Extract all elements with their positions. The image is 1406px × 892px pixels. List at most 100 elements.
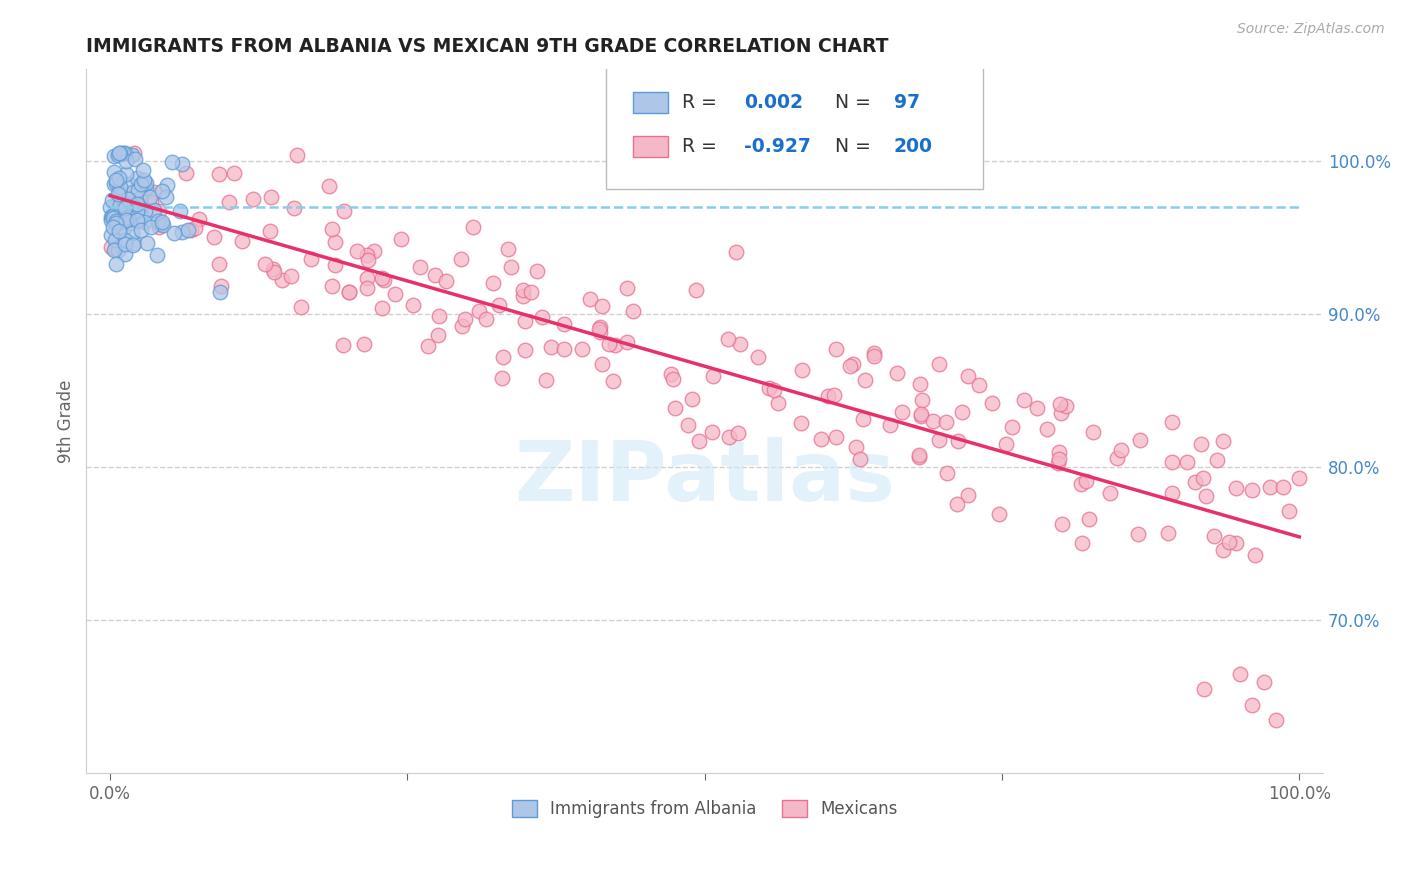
Point bbox=[730, 337, 752, 351]
Point bbox=[111, 215, 134, 229]
Point bbox=[513, 343, 536, 357]
Point bbox=[981, 396, 1004, 410]
Point bbox=[908, 450, 931, 464]
Point bbox=[114, 146, 136, 161]
Point bbox=[967, 377, 990, 392]
Point bbox=[143, 203, 166, 218]
Point bbox=[1241, 483, 1264, 497]
Point bbox=[450, 252, 472, 267]
Point bbox=[105, 173, 128, 187]
Point bbox=[1070, 476, 1092, 491]
Point bbox=[139, 194, 162, 209]
Point bbox=[208, 285, 231, 299]
Point bbox=[1160, 486, 1182, 500]
Point bbox=[134, 204, 156, 219]
Point bbox=[1225, 536, 1247, 550]
Point bbox=[231, 234, 253, 248]
Point bbox=[104, 216, 127, 230]
Point bbox=[513, 314, 536, 328]
Point bbox=[127, 213, 149, 227]
Point bbox=[1157, 525, 1180, 540]
Point bbox=[891, 405, 914, 419]
Point bbox=[1278, 504, 1301, 518]
Point bbox=[1109, 442, 1132, 457]
Point bbox=[409, 260, 432, 274]
Point bbox=[132, 173, 155, 187]
Point bbox=[150, 184, 173, 198]
Point bbox=[886, 366, 908, 380]
Point bbox=[271, 273, 294, 287]
FancyBboxPatch shape bbox=[606, 65, 983, 189]
Point bbox=[121, 238, 143, 252]
Point bbox=[135, 177, 157, 191]
Point bbox=[520, 285, 543, 299]
Point bbox=[131, 163, 153, 178]
Point bbox=[127, 210, 149, 224]
Text: 0.002: 0.002 bbox=[744, 93, 803, 112]
Point bbox=[180, 223, 202, 237]
Point bbox=[588, 325, 610, 339]
Point bbox=[207, 257, 229, 271]
Point bbox=[103, 149, 125, 163]
Point bbox=[579, 292, 602, 306]
Point bbox=[824, 342, 846, 356]
Point bbox=[482, 276, 505, 290]
Point bbox=[114, 236, 136, 251]
Point bbox=[908, 377, 931, 392]
Point bbox=[1036, 422, 1059, 436]
Point bbox=[117, 192, 139, 206]
Point bbox=[616, 281, 638, 295]
Text: Source: ZipAtlas.com: Source: ZipAtlas.com bbox=[1237, 22, 1385, 37]
Point bbox=[299, 252, 322, 266]
Point bbox=[451, 318, 474, 333]
Point bbox=[218, 194, 240, 209]
Point bbox=[1212, 543, 1234, 558]
Point bbox=[114, 211, 136, 225]
Point bbox=[534, 374, 557, 388]
Text: R =: R = bbox=[682, 93, 723, 112]
Point bbox=[1225, 481, 1247, 495]
Point bbox=[935, 466, 957, 480]
Point bbox=[148, 204, 170, 219]
Point bbox=[121, 185, 143, 199]
Point bbox=[146, 247, 169, 261]
Point bbox=[427, 328, 450, 343]
Point bbox=[512, 289, 534, 303]
Point bbox=[107, 185, 129, 199]
Point bbox=[127, 170, 149, 185]
Point bbox=[148, 219, 170, 234]
Point bbox=[115, 213, 138, 227]
Point bbox=[253, 257, 276, 271]
Point bbox=[540, 340, 562, 354]
Point bbox=[526, 264, 548, 278]
Text: R =: R = bbox=[682, 137, 723, 156]
Point bbox=[357, 253, 380, 268]
Point bbox=[114, 246, 136, 260]
Point bbox=[588, 322, 610, 336]
Point bbox=[107, 147, 129, 161]
Point bbox=[107, 187, 129, 202]
Point bbox=[287, 148, 309, 162]
Point bbox=[103, 178, 125, 192]
Point bbox=[101, 194, 124, 208]
Point bbox=[492, 350, 515, 364]
Point bbox=[1128, 526, 1150, 541]
Point bbox=[150, 215, 173, 229]
Point bbox=[956, 368, 979, 383]
Point bbox=[553, 317, 575, 331]
Point bbox=[1081, 425, 1104, 439]
Point bbox=[125, 196, 148, 211]
Point bbox=[162, 155, 184, 169]
Point bbox=[852, 412, 875, 426]
Point bbox=[1047, 451, 1070, 466]
Point bbox=[416, 339, 439, 353]
Point bbox=[105, 177, 128, 191]
Point bbox=[957, 488, 980, 502]
Point bbox=[1050, 517, 1073, 532]
Point bbox=[124, 152, 146, 166]
Point bbox=[845, 440, 868, 454]
Point bbox=[108, 146, 131, 161]
Text: N =: N = bbox=[835, 137, 876, 156]
Point bbox=[1074, 474, 1097, 488]
Point bbox=[727, 425, 749, 440]
